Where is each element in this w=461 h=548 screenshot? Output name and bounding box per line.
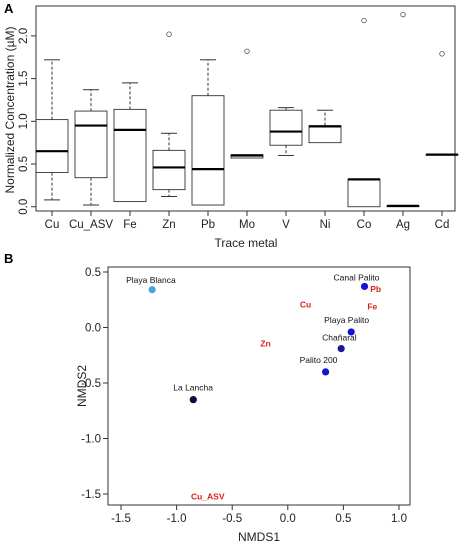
variable-label: Cu_ASV: [191, 492, 225, 502]
box: [191, 95, 225, 206]
panel-b-frame: [107, 266, 411, 506]
site-label: Canal Palito: [334, 272, 380, 282]
site-point: [347, 328, 355, 336]
site-point: [322, 368, 330, 376]
variable-label: Pb: [370, 284, 381, 294]
panel-a-y-axis-label: Normalized Concentration (µM): [3, 27, 17, 194]
outlier-point: [439, 51, 445, 57]
box: [113, 108, 147, 203]
y-tick-label: 0.5: [18, 156, 30, 172]
panel-a-y-axis: 0.0 0.5 1.0 1.5 2.0: [18, 28, 36, 215]
panel-b-variables: Pb Cu Fe Zn Cu_ASV: [191, 284, 381, 502]
x-tick-label: Cu_ASV: [69, 219, 113, 231]
panel-a-x-axis: Cu Cu_ASV Fe Zn Pb Mo V Ni Co Ag Cd: [45, 211, 450, 231]
outlier-point: [400, 11, 406, 18]
outlier-point: [361, 17, 367, 24]
x-tick-label: 1.0: [391, 513, 407, 525]
site-label: Playa Blanca: [126, 275, 176, 285]
site-label: Palito 200: [300, 355, 338, 365]
outlier-point: [244, 48, 250, 54]
y-tick-label: 0.0: [18, 199, 30, 215]
site-point: [360, 282, 369, 291]
box: [269, 109, 303, 146]
panel-b-y-axis-label: NMDS2: [75, 365, 89, 407]
x-tick-label: -0.5: [222, 513, 242, 525]
x-tick-label: -1.0: [167, 513, 187, 525]
panel-b-x-axis-label: NMDS1: [238, 530, 280, 544]
panel-b-label: B: [4, 251, 13, 266]
x-tick-label: 0.0: [280, 513, 296, 525]
x-tick-label: -1.5: [111, 513, 131, 525]
site-label: Chañaral: [322, 333, 357, 343]
x-tick-label: Zn: [162, 219, 175, 231]
box: [35, 119, 69, 174]
x-tick-label: Mo: [239, 219, 255, 231]
panel-b-y-axis: -1.5 -1.0 -0.5 0.0 0.5: [81, 267, 108, 501]
site-point: [189, 396, 197, 404]
panel-a-x-axis-label: Trace metal: [215, 236, 278, 250]
x-tick-label: Ag: [396, 219, 410, 231]
x-tick-label: Pb: [201, 219, 215, 231]
x-tick-label: Fe: [123, 219, 136, 231]
panel-a-frame: [35, 5, 456, 212]
x-tick-label: 0.5: [335, 513, 351, 525]
y-tick-label: 1.5: [18, 71, 30, 87]
variable-label: Fe: [367, 302, 377, 312]
panel-b-sites: Playa Blanca Canal Palito Playa Palito Chañ…: [126, 272, 380, 404]
box: [347, 178, 381, 208]
y-tick-label: 1.0: [18, 113, 30, 129]
y-tick-label: 0.5: [85, 267, 101, 279]
panel-a-boxes: [35, 11, 459, 208]
y-tick-label: 2.0: [18, 28, 30, 44]
y-tick-label: -0.5: [81, 378, 101, 390]
site-label: La Lancha: [173, 383, 213, 393]
y-tick-label: -1.0: [81, 434, 101, 446]
site-point: [337, 344, 345, 353]
panel-a-label: A: [4, 1, 14, 16]
variable-label: Zn: [260, 338, 270, 348]
outlier-point: [166, 31, 172, 37]
x-tick-label: Cd: [435, 219, 450, 231]
site-point: [148, 286, 156, 294]
y-tick-label: -1.5: [81, 489, 101, 501]
x-tick-label: V: [282, 219, 290, 231]
panel-a: A 0.0 0.5 1.0 1.5 2.0 Cu Cu_ASV Fe Zn Pb Mo V Ni Co A…: [3, 1, 459, 250]
variable-label: Cu: [300, 300, 311, 310]
box: [152, 149, 186, 191]
x-tick-label: Cu: [45, 219, 60, 231]
x-tick-label: Co: [357, 219, 372, 231]
y-tick-label: 0.0: [85, 323, 101, 335]
panel-b: B -1.5 -1.0 -0.5 0.0 0.5 -1.5 -1.0 -0.5 0.0 0.5 1…: [4, 251, 411, 544]
site-label: Playa Palito: [324, 315, 369, 325]
box: [308, 125, 342, 144]
x-tick-label: Ni: [320, 219, 331, 231]
panel-b-x-axis: -1.5 -1.0 -0.5 0.0 0.5 1.0: [111, 505, 407, 525]
box: [74, 110, 108, 179]
